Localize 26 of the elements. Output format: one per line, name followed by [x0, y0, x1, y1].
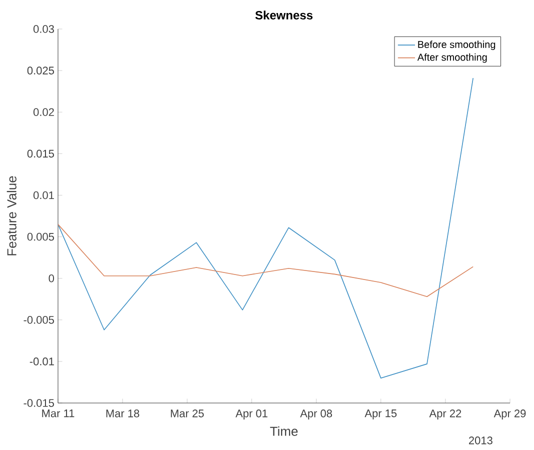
- y-tick-label: 0.025: [27, 66, 54, 74]
- y-tick-label: -0.01: [30, 358, 54, 366]
- x-tick-label: Apr 01: [236, 410, 268, 420]
- x-axis-title: Time: [270, 426, 298, 436]
- y-tick-label: 0.03: [33, 25, 54, 33]
- chart-title: Skewness: [255, 10, 313, 20]
- text: 2013: [468, 436, 492, 444]
- y-axis-title: Feature Value: [6, 176, 16, 256]
- x-tick-label: Mar 18: [106, 410, 140, 418]
- line-series: [58, 224, 474, 298]
- y-tick-label: 0.02: [33, 108, 54, 116]
- legend-label: Before smoothing: [418, 40, 496, 50]
- x-tick-label: Mar 11: [42, 410, 74, 418]
- x-tick-label: Mar 25: [170, 410, 204, 418]
- y-tick-label: 0.005: [27, 232, 54, 241]
- legend-label: After smoothing: [417, 53, 487, 63]
- x-tick-label: Apr 29: [494, 410, 526, 420]
- x-tick-label: Apr 08: [300, 410, 332, 420]
- line-series: [58, 78, 474, 378]
- y-tick-label: 0.015: [27, 150, 54, 158]
- y-tick-label: -0.015: [24, 399, 54, 407]
- y-tick-label: 0: [48, 274, 54, 282]
- y-tick-label: 0.01: [33, 191, 54, 200]
- x-tick-label: Apr 22: [429, 410, 462, 420]
- x-tick-label: Apr 15: [364, 410, 397, 420]
- y-tick-label: -0.005: [24, 316, 54, 324]
